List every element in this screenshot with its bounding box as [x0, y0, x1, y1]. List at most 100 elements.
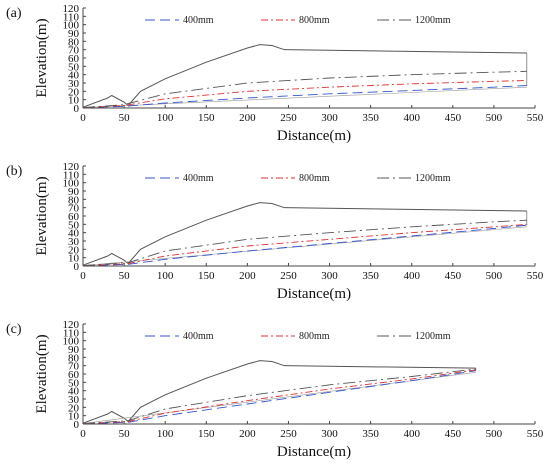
y-tick-label: 110 — [63, 11, 80, 23]
y-tick-label: 70 — [68, 361, 80, 373]
y-tick-label: 60 — [68, 211, 80, 223]
base-line — [82, 86, 527, 108]
x-tick-label: 400 — [403, 112, 420, 124]
y-tick-label: 30 — [68, 394, 80, 406]
x-tick-label: 150 — [198, 428, 215, 440]
x-tick-label: 50 — [119, 270, 131, 282]
x-tick-label: 350 — [362, 112, 379, 124]
series-line-1200mm — [82, 219, 527, 267]
y-tick-label: 20 — [68, 86, 80, 98]
y-tick-label: 120 — [63, 319, 80, 331]
y-tick-label: 80 — [68, 352, 80, 364]
panel-label: (b) — [6, 164, 23, 179]
legend-label: 800mm — [299, 331, 330, 342]
x-tick-label: 450 — [445, 112, 462, 124]
legend-label: 400mm — [183, 173, 214, 184]
terrain-profile-line — [82, 360, 476, 424]
legend-label: 800mm — [299, 15, 330, 26]
y-tick-label: 110 — [63, 327, 80, 339]
y-tick-label: 90 — [68, 28, 80, 40]
y-tick-label: 0 — [74, 103, 80, 115]
y-tick-label: 40 — [68, 228, 80, 240]
x-tick-label: 0 — [80, 270, 86, 282]
y-tick-label: 100 — [63, 178, 80, 190]
x-tick-label: 400 — [403, 270, 420, 282]
y-axis-label: Elevation(m) — [34, 176, 50, 255]
base-line — [82, 226, 527, 266]
y-tick-label: 20 — [68, 244, 80, 256]
x-tick-label: 300 — [321, 112, 338, 124]
series-line-1200mm — [82, 368, 476, 425]
x-tick-label: 100 — [157, 270, 174, 282]
terrain-profile-line — [82, 44, 527, 108]
y-tick-label: 70 — [68, 203, 80, 215]
x-tick-label: 200 — [239, 112, 256, 124]
x-tick-label: 500 — [486, 428, 503, 440]
legend-label: 1200mm — [415, 331, 451, 342]
x-tick-label: 200 — [239, 428, 256, 440]
x-tick-label: 150 — [198, 112, 215, 124]
x-tick-label: 250 — [280, 112, 297, 124]
series-line-400mm — [82, 85, 527, 109]
y-tick-label: 10 — [68, 95, 80, 107]
legend-label: 1200mm — [415, 15, 451, 26]
legend-label: 800mm — [299, 173, 330, 184]
x-tick-label: 550 — [527, 112, 544, 124]
x-tick-label: 250 — [280, 428, 297, 440]
y-tick-label: 20 — [68, 402, 80, 414]
y-tick-label: 100 — [63, 20, 80, 32]
y-tick-label: 50 — [68, 61, 80, 73]
x-tick-label: 500 — [486, 112, 503, 124]
x-tick-label: 500 — [486, 270, 503, 282]
y-tick-label: 90 — [68, 186, 80, 198]
y-tick-label: 10 — [68, 411, 80, 423]
series-line-800mm — [82, 223, 527, 267]
series-line-800mm — [82, 80, 527, 109]
panel-label: (a) — [6, 6, 22, 21]
x-axis-label: Distance(m) — [277, 444, 351, 460]
x-tick-label: 200 — [239, 270, 256, 282]
y-tick-label: 30 — [68, 78, 80, 90]
legend-label: 400mm — [183, 15, 214, 26]
x-tick-label: 350 — [362, 428, 379, 440]
legend-label: 400mm — [183, 331, 214, 342]
y-tick-label: 50 — [68, 377, 80, 389]
series-line-400mm — [82, 370, 476, 425]
x-tick-label: 300 — [321, 270, 338, 282]
x-tick-label: 0 — [80, 428, 86, 440]
x-tick-label: 450 — [445, 270, 462, 282]
x-tick-label: 0 — [80, 112, 86, 124]
x-tick-label: 50 — [119, 112, 131, 124]
series-line-800mm — [82, 369, 476, 425]
x-tick-label: 100 — [157, 428, 174, 440]
x-tick-label: 400 — [403, 428, 420, 440]
series-line-400mm — [82, 224, 527, 267]
x-tick-label: 450 — [445, 428, 462, 440]
y-tick-label: 60 — [68, 369, 80, 381]
y-tick-label: 120 — [63, 161, 80, 173]
x-tick-label: 550 — [527, 428, 544, 440]
y-tick-label: 40 — [68, 70, 80, 82]
y-tick-label: 70 — [68, 45, 80, 57]
y-tick-label: 30 — [68, 236, 80, 248]
x-tick-label: 550 — [527, 270, 544, 282]
y-tick-label: 10 — [68, 253, 80, 265]
series-line-1200mm — [82, 70, 527, 109]
y-axis-label: Elevation(m) — [34, 334, 50, 413]
y-tick-label: 60 — [68, 53, 80, 65]
legend-label: 1200mm — [415, 173, 451, 184]
y-tick-label: 80 — [68, 36, 80, 48]
x-tick-label: 100 — [157, 112, 174, 124]
y-axis-label: Elevation(m) — [34, 18, 50, 97]
y-tick-label: 0 — [74, 419, 80, 431]
y-tick-label: 90 — [68, 344, 80, 356]
y-tick-label: 120 — [63, 3, 80, 15]
y-tick-label: 40 — [68, 386, 80, 398]
y-tick-label: 80 — [68, 194, 80, 206]
y-tick-label: 100 — [63, 336, 80, 348]
x-tick-label: 300 — [321, 428, 338, 440]
